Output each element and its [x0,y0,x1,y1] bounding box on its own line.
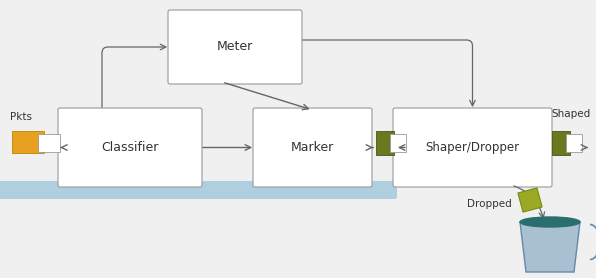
Polygon shape [518,188,542,212]
Bar [390,134,406,152]
Text: Classifier: Classifier [101,141,159,154]
Text: Meter: Meter [217,41,253,53]
FancyBboxPatch shape [168,10,302,84]
FancyBboxPatch shape [58,108,202,187]
FancyBboxPatch shape [0,181,397,199]
Text: Shaper/Dropper: Shaper/Dropper [426,141,520,154]
Text: Pkts: Pkts [10,112,32,122]
Text: Dropped: Dropped [467,199,512,209]
Bar [566,134,582,152]
Text: Shaped: Shaped [551,109,590,119]
Bar [552,131,570,155]
FancyBboxPatch shape [393,108,552,187]
Text: Marker: Marker [291,141,334,154]
Bar [12,131,44,153]
FancyBboxPatch shape [253,108,372,187]
Bar [376,131,394,155]
Polygon shape [520,222,580,272]
Bar [38,134,60,152]
Ellipse shape [520,217,580,227]
